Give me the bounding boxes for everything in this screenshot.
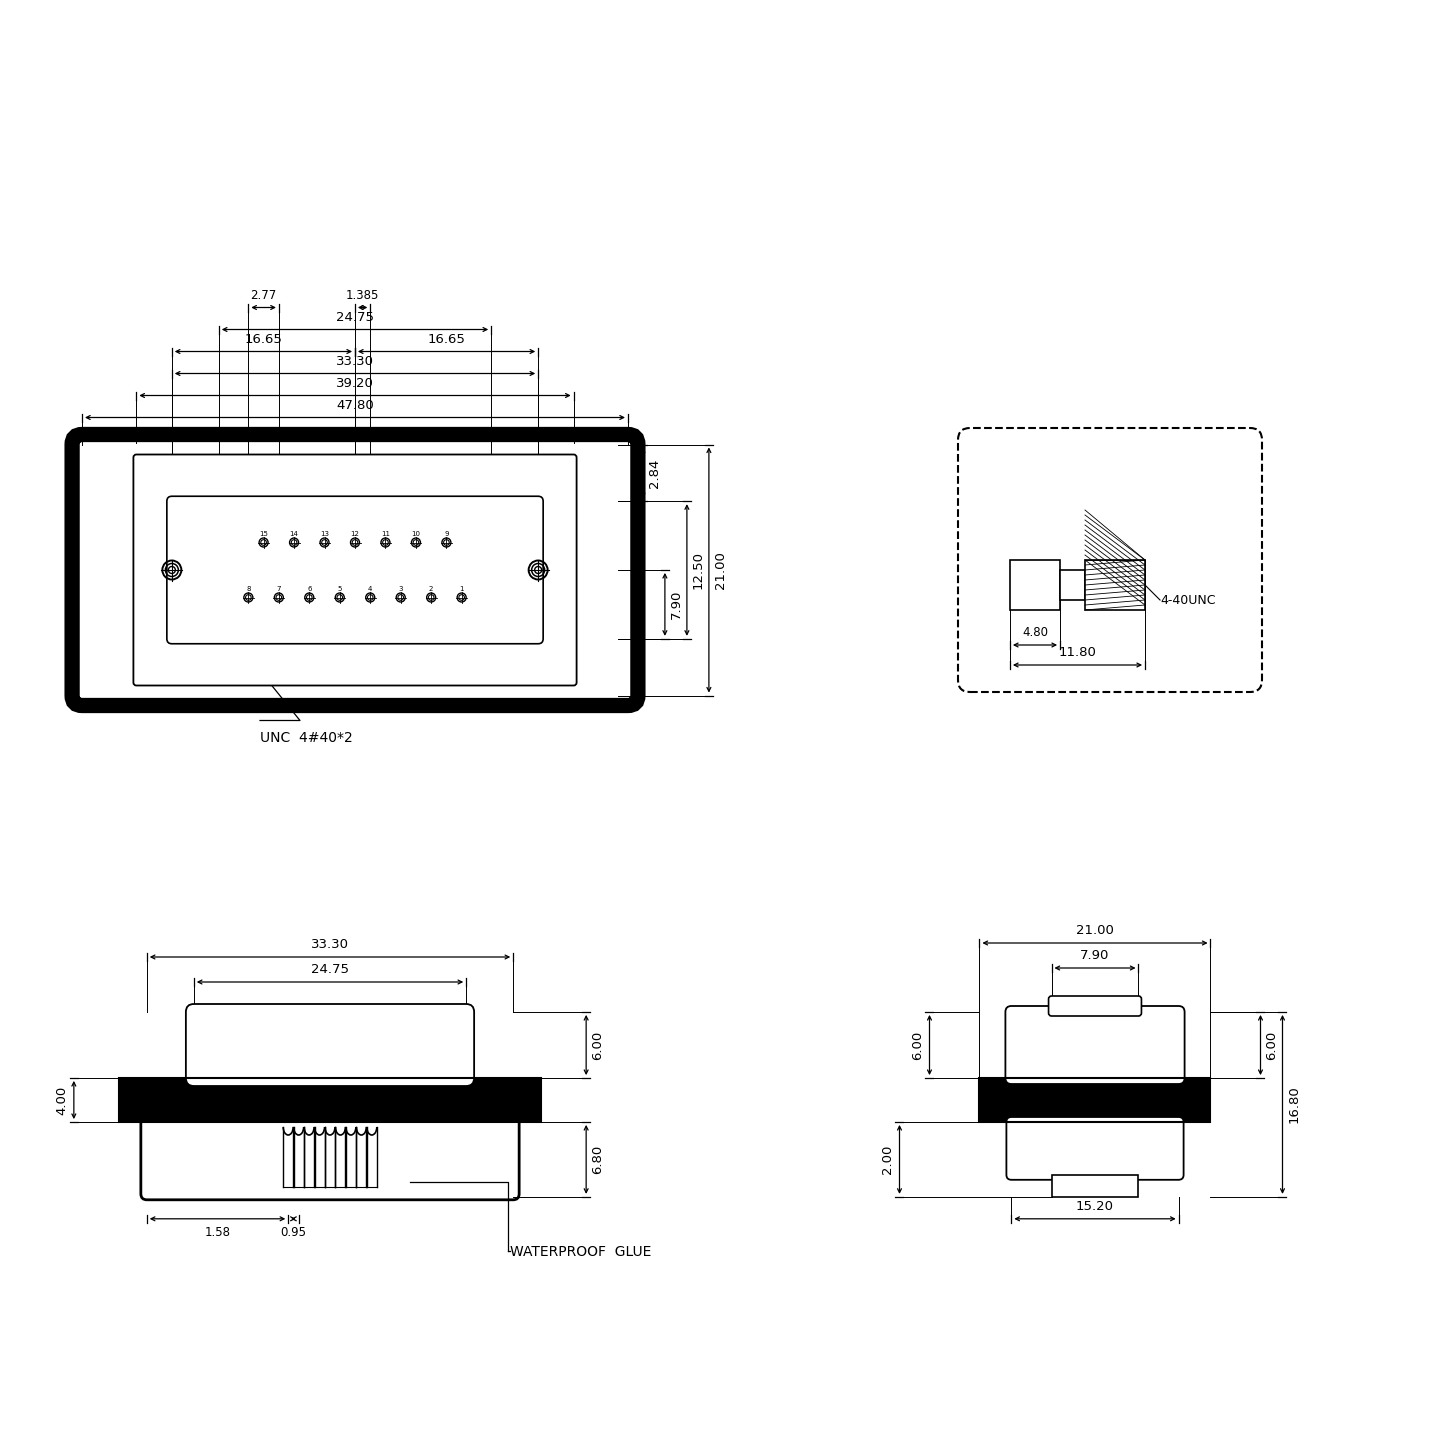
Text: 21.00: 21.00 [1076,924,1115,937]
Text: 33.30: 33.30 [311,937,348,950]
Text: 8: 8 [246,586,251,592]
Text: 39.20: 39.20 [336,376,374,389]
Text: 21.00: 21.00 [714,552,727,589]
Bar [120,1079,541,1122]
Text: 4: 4 [369,586,373,592]
Text: 24.75: 24.75 [311,963,348,976]
Text: 15.20: 15.20 [1076,1200,1115,1212]
Text: 0.95: 0.95 [281,1225,307,1238]
Text: 7.90: 7.90 [1080,949,1110,962]
FancyBboxPatch shape [958,428,1261,693]
Text: 12.50: 12.50 [691,552,706,589]
Text: 6: 6 [307,586,311,592]
Text: 24.75: 24.75 [336,311,374,324]
Text: 2.00: 2.00 [881,1145,894,1174]
FancyBboxPatch shape [167,497,543,644]
Text: 16.65: 16.65 [245,333,282,346]
Text: 6.00: 6.00 [912,1031,924,1060]
Text: 11.80: 11.80 [1058,647,1096,660]
Bar [1084,560,1145,611]
Text: 5: 5 [337,586,341,592]
Text: 9: 9 [444,530,449,537]
Bar [1009,560,1060,611]
Bar [1051,1175,1139,1197]
Text: 4.00: 4.00 [56,1086,69,1115]
Text: 13: 13 [320,530,328,537]
Text: 14: 14 [289,530,298,537]
FancyBboxPatch shape [186,1004,474,1086]
Text: 1: 1 [459,586,464,592]
Text: 4-40UNC: 4-40UNC [1161,593,1215,606]
Bar [1060,570,1084,600]
FancyBboxPatch shape [1048,996,1142,1017]
FancyBboxPatch shape [72,435,638,706]
Text: 2.84: 2.84 [648,458,661,488]
Text: 2: 2 [429,586,433,592]
FancyBboxPatch shape [141,1107,520,1200]
Bar [979,1079,1211,1122]
FancyBboxPatch shape [1007,1117,1184,1179]
Text: 1.385: 1.385 [346,288,379,301]
Text: 10: 10 [412,530,420,537]
Text: 47.80: 47.80 [336,399,374,412]
Text: 6.80: 6.80 [592,1145,605,1174]
Text: 2.77: 2.77 [251,288,276,301]
Text: 7.90: 7.90 [670,590,683,619]
Text: 11: 11 [382,530,390,537]
Text: 16.65: 16.65 [428,333,465,346]
Bar [120,1079,541,1122]
FancyBboxPatch shape [1005,1007,1185,1084]
Text: 33.30: 33.30 [336,354,374,367]
Text: UNC  4#40*2: UNC 4#40*2 [261,730,353,744]
FancyBboxPatch shape [134,455,576,685]
Text: 12: 12 [350,530,360,537]
Text: 4.80: 4.80 [1022,626,1048,639]
Text: 15: 15 [259,530,268,537]
Text: 16.80: 16.80 [1287,1086,1300,1123]
Text: 6.00: 6.00 [592,1031,605,1060]
Text: WATERPROOF  GLUE: WATERPROOF GLUE [510,1246,651,1259]
Bar [979,1079,1211,1122]
Text: 3: 3 [399,586,403,592]
Text: 6.00: 6.00 [1266,1031,1279,1060]
Text: 7: 7 [276,586,281,592]
Text: 1.58: 1.58 [204,1225,230,1238]
